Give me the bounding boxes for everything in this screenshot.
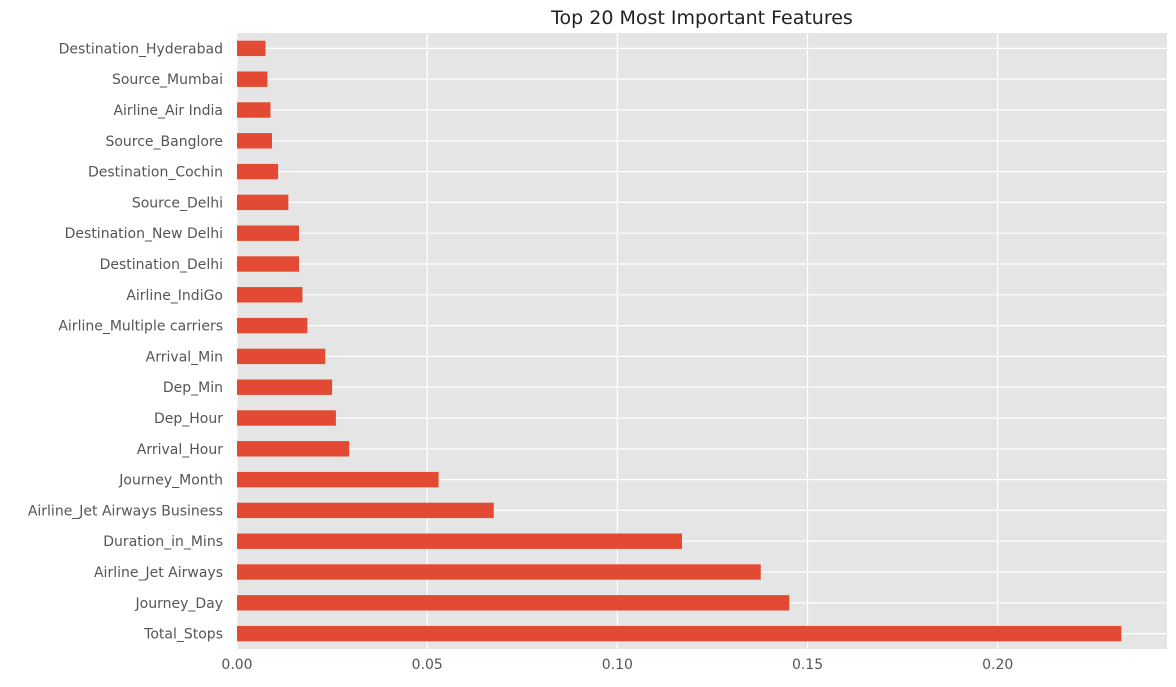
- bar: [237, 595, 790, 611]
- y-tick-label: Journey_Month: [118, 473, 223, 489]
- x-tick-label: 0.05: [412, 657, 443, 673]
- bars: [237, 40, 1122, 642]
- y-tick-label: Arrival_Hour: [137, 442, 223, 458]
- bar: [237, 348, 326, 365]
- bar: [237, 502, 494, 519]
- y-tick-label: Dep_Hour: [154, 411, 223, 427]
- bar: [237, 625, 1122, 642]
- y-tick-label: Airline_Jet Airways: [94, 565, 223, 581]
- y-tick-label: Duration_in_Mins: [103, 534, 223, 550]
- plot-background: [237, 33, 1167, 649]
- y-tick-label: Arrival_Min: [146, 349, 223, 365]
- y-tick-label: Total_Stops: [143, 627, 223, 643]
- x-tick-label: 0.00: [221, 657, 252, 673]
- bar: [237, 441, 350, 457]
- bar: [237, 564, 761, 580]
- bar: [237, 40, 266, 57]
- bar: [237, 225, 299, 241]
- y-tick-label: Source_Delhi: [132, 195, 223, 211]
- y-tick-label: Source_Banglore: [105, 134, 223, 150]
- bar: [237, 471, 439, 488]
- y-tick-label: Source_Mumbai: [112, 72, 223, 88]
- bar: [237, 102, 271, 118]
- y-tick-label: Destination_New Delhi: [65, 226, 223, 242]
- x-tick-labels: 0.00 0.05 0.10 0.15 0.20: [221, 657, 1013, 673]
- bar: [237, 533, 683, 549]
- bar: [237, 194, 289, 211]
- y-tick-labels: Total_Stops Journey_Day Airline_Jet Airway…: [28, 41, 223, 642]
- x-tick-label: 0.15: [792, 657, 823, 673]
- bar: [237, 71, 268, 87]
- bar: [237, 133, 272, 149]
- y-tick-label: Destination_Delhi: [100, 257, 223, 273]
- chart-title: Top 20 Most Important Features: [550, 7, 853, 29]
- x-tick-label: 0.10: [602, 657, 633, 673]
- x-tick-label: 0.20: [982, 657, 1013, 673]
- y-tick-label: Airline_Multiple carriers: [58, 319, 223, 335]
- bar: [237, 287, 303, 303]
- y-tick-label: Airline_Jet Airways Business: [28, 503, 223, 519]
- y-tick-label: Journey_Day: [135, 596, 224, 612]
- bar: [237, 410, 336, 426]
- bar: [237, 163, 279, 180]
- y-tick-label: Destination_Hyderabad: [59, 41, 223, 57]
- y-tick-label: Airline_IndiGo: [126, 288, 223, 304]
- bar: [237, 317, 308, 334]
- bar: [237, 256, 299, 272]
- y-tick-label: Dep_Min: [163, 380, 223, 396]
- y-tick-label: Destination_Cochin: [88, 165, 223, 181]
- bar: [237, 379, 333, 395]
- y-tick-label: Airline_Air India: [113, 103, 223, 119]
